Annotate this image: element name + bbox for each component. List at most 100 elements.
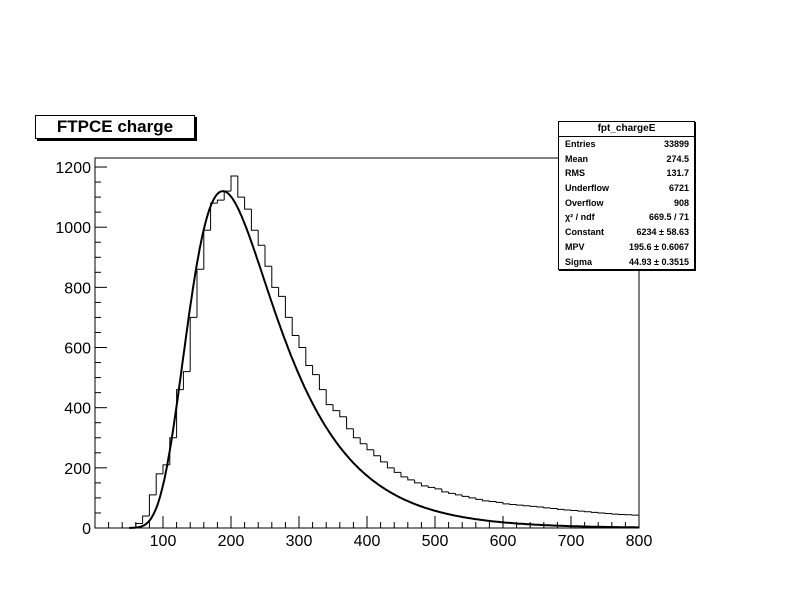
stats-row-value: 195.6 ± 0.6067 <box>629 241 689 252</box>
histogram-bin <box>135 522 143 528</box>
histogram-bin <box>441 488 449 493</box>
histogram-bin <box>400 472 408 478</box>
histogram-bin <box>250 209 259 231</box>
histogram-bin <box>495 501 503 503</box>
stats-row-label: MPV <box>565 241 585 252</box>
histogram-bin <box>570 509 578 512</box>
y-tick-label: 600 <box>64 341 91 358</box>
stats-row-value: 33899 <box>663 139 689 149</box>
stats-row-label: Overflow <box>565 197 604 208</box>
stats-row: RMS 131.7 <box>559 166 694 181</box>
histogram-bin <box>346 416 354 430</box>
histogram-bin <box>352 428 361 439</box>
histogram-bins <box>95 175 639 529</box>
histogram-bin <box>380 455 388 463</box>
y-tick-label: 0 <box>82 521 91 538</box>
histogram-bin <box>577 510 585 512</box>
histogram-bin <box>366 443 374 451</box>
histogram-bin <box>278 287 286 297</box>
histogram-bin <box>604 512 612 515</box>
histogram-bin <box>298 335 306 349</box>
stats-row: χ² / ndf 669.5 / 71 <box>559 210 694 225</box>
y-tick-label: 800 <box>64 280 91 297</box>
histogram-bin <box>216 199 225 204</box>
histogram-bin <box>454 493 463 496</box>
stats-row: Sigma 44.93 ± 0.3515 <box>559 255 694 270</box>
histogram-bin <box>359 437 367 445</box>
x-tick-label: 100 <box>150 533 177 550</box>
stats-row: Entries 33899 <box>559 137 694 152</box>
histogram-bin <box>312 365 320 376</box>
histogram-bin <box>148 494 157 516</box>
histogram-bin <box>203 229 211 270</box>
histogram-bin <box>339 410 347 418</box>
histogram-bin <box>291 317 299 336</box>
histogram-bin <box>482 499 490 502</box>
histogram-bin <box>386 461 395 469</box>
histogram-bin <box>550 507 558 509</box>
histogram-bin <box>284 296 293 318</box>
stats-row: Underflow 6721 <box>559 181 694 196</box>
histogram-bin <box>502 502 510 505</box>
stats-row-value: 669.5 / 71 <box>648 212 689 223</box>
histogram-bin <box>257 230 265 246</box>
histogram-bin <box>230 175 238 192</box>
stats-row-value: 44.93 ± 0.3515 <box>629 256 689 267</box>
stats-rows: Entries 33899 Mean 274.5 RMS 131.7 Underflow 67… <box>559 137 694 269</box>
x-tick-label: 600 <box>490 533 517 550</box>
stats-row-value: 6721 <box>668 183 689 194</box>
histogram-bin <box>611 513 619 515</box>
histogram-bin <box>509 503 517 506</box>
histogram-bin <box>244 197 252 210</box>
histogram-bin <box>434 487 442 490</box>
histogram-bin <box>529 505 537 507</box>
x-tick-label: 700 <box>558 533 585 550</box>
fit-curve <box>129 190 639 529</box>
histogram-bin <box>543 506 551 509</box>
stats-row-value: 6234 ± 58.63 <box>636 227 689 238</box>
histogram-bin <box>176 389 184 438</box>
histogram-bin <box>414 479 422 484</box>
chart-title: FTPCE charge <box>35 115 195 139</box>
histogram-bin <box>516 504 524 506</box>
stats-row-label: Mean <box>565 153 589 164</box>
y-axis: 0 200 400 600 800 1000 1200 <box>55 160 107 538</box>
histogram-bin <box>597 512 605 514</box>
histogram-bin <box>590 511 599 513</box>
histogram-bin <box>468 496 476 499</box>
stats-row-label: Constant <box>565 227 604 238</box>
x-tick-label: 300 <box>286 533 313 550</box>
histogram-bin <box>305 347 313 367</box>
stats-row-label: χ² / ndf <box>565 212 595 223</box>
histogram-bin <box>522 505 531 507</box>
histogram-bin <box>373 449 381 457</box>
x-tick-label: 800 <box>626 533 653 550</box>
stats-row: MPV 195.6 ± 0.6067 <box>559 240 694 255</box>
stats-row-label: RMS <box>565 168 585 179</box>
histogram-bin <box>196 268 204 318</box>
y-tick-label: 1000 <box>55 220 91 237</box>
histogram-bin <box>237 176 245 198</box>
histogram-bin <box>393 467 401 473</box>
x-tick-label: 500 <box>422 533 449 550</box>
stats-row-label: Entries <box>565 139 596 149</box>
x-axis: 100 200 300 400 500 600 700 800 <box>94 516 653 550</box>
stats-row: Overflow 908 <box>559 196 694 211</box>
histogram-bin <box>584 511 592 513</box>
stats-box-title: fpt_chargeE <box>559 122 694 137</box>
histogram-bin <box>332 404 340 412</box>
x-tick-label: 400 <box>354 533 381 550</box>
histogram-bin <box>325 389 333 406</box>
stats-row-value: 274.5 <box>666 153 689 164</box>
histogram-bin <box>488 500 497 503</box>
histogram-bin <box>142 515 150 524</box>
histogram-bin <box>210 202 218 231</box>
stats-box: fpt_chargeE Entries 33899 Mean 274.5 RMS 131.… <box>558 121 695 271</box>
histogram-bin <box>182 371 191 390</box>
stats-row: Constant 6234 ± 58.63 <box>559 225 694 240</box>
histogram-bin <box>407 476 415 481</box>
y-tick-label: 1200 <box>55 160 91 177</box>
histogram-bin <box>475 497 483 500</box>
x-tick-label: 200 <box>218 533 245 550</box>
